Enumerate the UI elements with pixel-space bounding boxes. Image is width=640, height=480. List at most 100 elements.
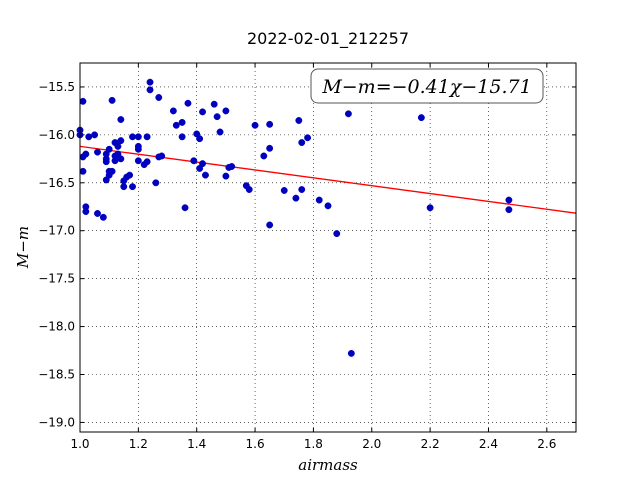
data-point <box>134 157 142 165</box>
data-point <box>266 221 274 229</box>
data-point <box>280 187 288 194</box>
x-tick-label: 2.0 <box>362 437 381 451</box>
equation-annotation: M−m=−0.41χ−15.71 <box>310 68 544 104</box>
axis-ticks <box>79 63 576 432</box>
x-tick-labels: 1.0 1.2 1.4 1.6 1.8 2.0 2.2 2.4 2.6 <box>70 437 556 451</box>
y-tick-label: −17.0 <box>38 224 75 238</box>
annotation-box <box>310 68 544 104</box>
data-point <box>245 186 253 193</box>
x-tick-label: 2.4 <box>479 437 498 451</box>
data-point <box>108 167 116 175</box>
data-point <box>117 155 125 163</box>
y-axis-label: M−m <box>14 226 32 269</box>
data-point <box>134 145 142 153</box>
data-point <box>426 204 434 212</box>
data-point <box>94 210 101 217</box>
data-point <box>111 157 119 165</box>
data-point <box>91 131 99 139</box>
plot-area <box>76 62 577 433</box>
x-tick-label: 1.2 <box>129 437 148 451</box>
data-point <box>129 133 136 141</box>
data-point <box>199 108 206 116</box>
data-point <box>210 100 218 108</box>
data-point <box>196 135 204 143</box>
data-point <box>172 121 180 129</box>
data-point <box>126 171 134 179</box>
data-point <box>146 86 154 94</box>
data-point <box>266 120 274 128</box>
plot-frame <box>79 62 577 433</box>
data-point <box>347 349 355 357</box>
y-tick-label: −16.0 <box>38 128 75 142</box>
data-point <box>228 163 236 170</box>
data-point <box>315 196 323 204</box>
data-point <box>129 183 136 191</box>
data-point <box>120 183 128 191</box>
data-point <box>202 171 209 179</box>
annotation-text: M−m=−0.41χ−15.71 <box>321 76 531 98</box>
data-point <box>99 213 107 221</box>
y-tick-labels: −15.5 −16.0 −16.5 −17.0 −17.5 −18.0 −18.5 −19.0 <box>38 80 75 429</box>
data-point <box>155 94 163 101</box>
data-point <box>146 78 154 86</box>
chart-title: 2022-02-01_212257 <box>247 29 409 49</box>
data-point <box>102 158 110 166</box>
x-tick-label: 1.4 <box>187 437 206 451</box>
data-point <box>169 107 177 115</box>
data-point <box>105 145 113 153</box>
data-point <box>82 208 90 216</box>
data-point <box>190 157 198 165</box>
data-point <box>152 179 160 187</box>
data-point <box>222 107 230 115</box>
data-point <box>222 172 230 180</box>
data-point <box>79 97 87 105</box>
data-point <box>213 113 221 121</box>
data-point <box>344 110 352 118</box>
data-point <box>260 152 268 160</box>
data-point <box>94 148 101 156</box>
y-tick-label: −18.0 <box>38 320 75 334</box>
data-point <box>143 158 151 166</box>
data-point <box>79 167 87 175</box>
y-tick-label: −19.0 <box>38 415 75 429</box>
y-tick-label: −15.5 <box>38 80 75 94</box>
x-tick-label: 2.6 <box>537 437 556 451</box>
data-point <box>505 196 513 204</box>
y-tick-label: −18.5 <box>38 367 75 381</box>
data-point <box>304 134 312 142</box>
data-point <box>505 206 513 214</box>
data-point <box>158 152 166 160</box>
data-point <box>85 133 93 141</box>
data-point <box>108 96 116 104</box>
data-point <box>333 230 341 238</box>
data-point <box>184 99 192 107</box>
data-point <box>292 194 300 202</box>
data-point <box>117 116 125 123</box>
data-point <box>199 160 206 168</box>
data-point <box>266 144 274 152</box>
data-point <box>114 142 122 150</box>
data-point <box>298 186 306 193</box>
data-point <box>82 150 90 158</box>
plot-background <box>80 63 576 432</box>
data-point <box>251 121 259 129</box>
x-tick-label: 1.0 <box>70 437 89 451</box>
x-tick-label: 1.8 <box>304 437 323 451</box>
data-point <box>134 133 142 141</box>
data-point <box>178 133 186 141</box>
data-point <box>324 202 332 210</box>
data-point <box>143 133 151 141</box>
data-points <box>76 78 513 357</box>
data-point <box>117 137 125 145</box>
data-point <box>216 128 224 136</box>
y-tick-label: −17.5 <box>38 272 75 286</box>
x-tick-label: 1.6 <box>246 437 265 451</box>
x-tick-label: 2.2 <box>421 437 440 451</box>
data-point <box>295 117 303 124</box>
x-axis-label: airmass <box>298 456 358 474</box>
data-point <box>181 204 189 212</box>
data-point <box>417 114 425 122</box>
data-point <box>298 139 306 147</box>
data-point <box>178 118 186 126</box>
